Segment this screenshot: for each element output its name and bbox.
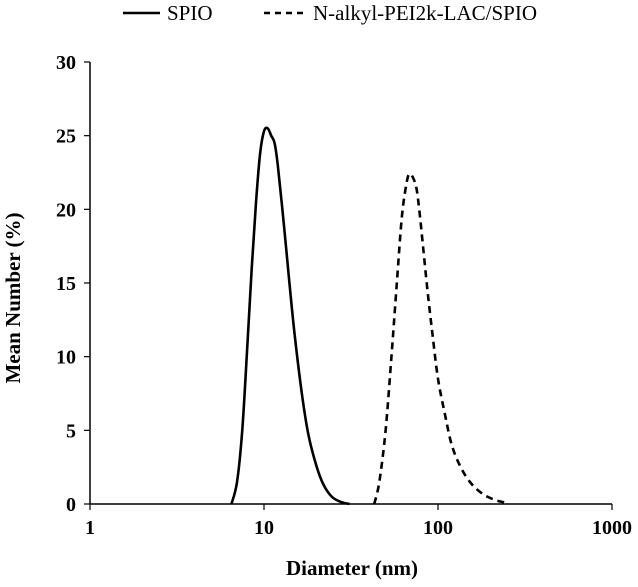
x-tick-label: 1000 — [592, 517, 632, 539]
series-line-n-alkyl-pei2k-lac-spio — [372, 172, 510, 506]
y-tick-label: 0 — [66, 494, 76, 516]
y-axis-title: Mean Number (%) — [1, 212, 25, 383]
y-tick-label: 25 — [56, 126, 76, 148]
y-tick-label: 20 — [56, 199, 76, 221]
x-tick-label: 10 — [254, 517, 274, 539]
axes — [89, 62, 612, 505]
x-tick-label: 100 — [423, 517, 453, 539]
x-tick-label: 1 — [85, 517, 95, 539]
y-tick-label: 10 — [56, 347, 76, 369]
x-axis-ticks: 1 10 100 1000 — [85, 504, 632, 539]
series-line-spio — [230, 126, 350, 506]
series-layer — [230, 126, 510, 506]
y-tick-label: 5 — [66, 420, 76, 442]
legend-label-n-alkyl-pei2k-lac-spio: N-alkyl-PEI2k-LAC/SPIO — [313, 1, 537, 25]
legend: SPIO N-alkyl-PEI2k-LAC/SPIO — [123, 1, 537, 25]
y-axis-ticks: 0 5 10 15 20 25 30 — [56, 52, 90, 516]
y-tick-label: 15 — [56, 273, 76, 295]
y-tick-label: 30 — [56, 52, 76, 74]
x-axis-title: Diameter (nm) — [286, 556, 418, 580]
legend-label-spio: SPIO — [167, 1, 213, 25]
